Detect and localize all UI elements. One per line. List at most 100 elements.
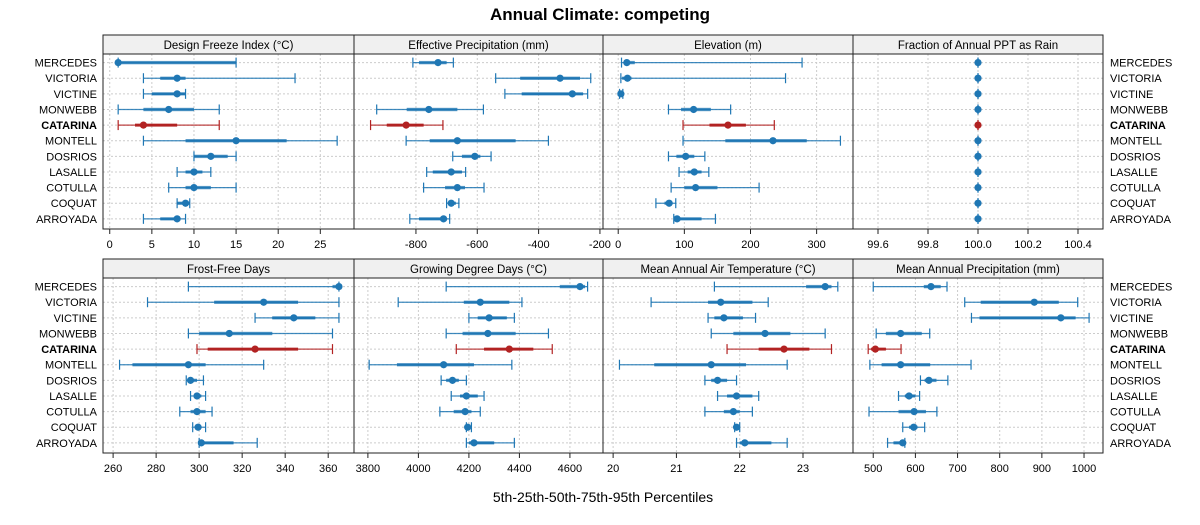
site-label-right: COTULLA: [1110, 183, 1161, 195]
median-point: [1030, 298, 1038, 306]
median-point: [225, 329, 233, 338]
axis-tick-label: 600: [906, 463, 924, 475]
interval-montell: [618, 359, 788, 370]
interval-lasalle: [189, 390, 207, 401]
axis-tick-label: 800: [991, 463, 1009, 475]
interval-cotulla: [168, 182, 237, 193]
axis-tick-label: 3800: [356, 463, 380, 475]
interval-victine: [970, 312, 1090, 323]
interval-montell: [869, 359, 972, 370]
site-label-right: MONWEBB: [1110, 104, 1168, 116]
panels: Design Freeze Index (°C) 0 5 10 15 20 25 Effect…: [102, 34, 1104, 475]
interval-montell: [118, 359, 265, 370]
site-label-left: COTULLA: [46, 183, 97, 195]
panel-0: Design Freeze Index (°C) 0 5 10 15 20 25: [102, 34, 355, 251]
axis-tick-label: 260: [104, 463, 122, 475]
site-label-right: MONWEBB: [1110, 328, 1168, 340]
interval-monwebb: [875, 328, 931, 339]
interval-mercedes: [445, 281, 589, 292]
median-point: [453, 137, 461, 145]
median-point: [440, 361, 448, 369]
median-point: [470, 439, 478, 447]
interval-catarina: [867, 344, 902, 355]
panel-border: [852, 277, 1104, 454]
interval-victine: [617, 88, 625, 99]
axis-tick-label: 99.8: [917, 239, 938, 251]
site-label-right: ARROYADA: [1110, 214, 1172, 226]
interval-arroyada: [673, 213, 717, 224]
median-point: [905, 392, 913, 400]
site-label-left: ARROYADA: [36, 214, 98, 226]
axis-tick-label: 500: [864, 463, 882, 475]
interval-monwebb: [187, 328, 334, 339]
axis-tick-label: 100.0: [964, 239, 992, 251]
median-point: [927, 282, 935, 291]
site-label-left: DOSRIOS: [46, 375, 97, 387]
median-point: [260, 298, 268, 306]
median-point: [193, 392, 201, 400]
axis-tick-label: 0: [615, 239, 621, 251]
site-labels: MERCEDES MERCEDES VICTORIA VICTORIA VICTINE V…: [35, 58, 1173, 450]
axis-tick-label: 5: [149, 239, 155, 251]
panel-3: Fraction of Annual PPT as Rain 99.6 99.8 10…: [852, 34, 1104, 251]
interval-arroyada: [886, 437, 907, 448]
median-point: [402, 121, 410, 129]
site-label-right: DOSRIOS: [1110, 151, 1161, 163]
median-point: [974, 137, 982, 145]
median-point: [181, 199, 190, 207]
site-label-right: VICTORIA: [1110, 297, 1162, 309]
interval-cotulla: [423, 182, 485, 193]
median-point: [197, 439, 205, 447]
site-label-left: MERCEDES: [35, 58, 97, 70]
interval-victine: [504, 88, 589, 99]
axis-tick-label: 700: [948, 463, 966, 475]
median-point: [732, 423, 741, 431]
median-point: [556, 74, 564, 82]
median-point: [974, 215, 982, 223]
interval-lasalle: [426, 166, 467, 177]
axis-tick-label: 10: [188, 239, 200, 251]
chart-title: Annual Climate: competing: [490, 5, 710, 24]
interval-cotulla: [868, 406, 938, 417]
median-point: [974, 121, 982, 129]
site-label-right: CATARINA: [1110, 120, 1166, 132]
median-point: [623, 74, 632, 82]
median-point: [974, 152, 982, 160]
interval-victoria: [974, 73, 982, 84]
median-point: [139, 121, 148, 129]
site-label-right: CATARINA: [1110, 344, 1166, 356]
interval-montell: [142, 135, 338, 146]
axis-tick-label: -200: [589, 239, 611, 251]
site-label-left: MERCEDES: [35, 282, 97, 294]
interval-coquat: [176, 198, 191, 209]
interval-catarina: [726, 344, 833, 355]
site-label-right: MERCEDES: [1110, 58, 1172, 70]
interval-monwebb: [376, 104, 485, 115]
median-point: [190, 168, 198, 176]
panel-5: Growing Degree Days (°C) 3800 4000 4200 4400…: [353, 258, 604, 475]
axis-tick-label: 0: [107, 239, 113, 251]
interval-dosrios: [919, 375, 949, 386]
interval-lasalle: [678, 166, 710, 177]
site-label-left: COTULLA: [46, 407, 97, 419]
interval-dosrios: [974, 151, 982, 162]
site-label-left: VICTORIA: [45, 297, 97, 309]
interval-mercedes: [974, 57, 982, 68]
interval-dosrios: [193, 151, 237, 162]
interval-arroyada: [465, 437, 515, 448]
site-label-left: LASALLE: [49, 391, 97, 403]
site-label-right: COQUAT: [1110, 422, 1157, 434]
median-point: [720, 314, 728, 322]
interval-lasalle: [450, 390, 485, 401]
interval-mercedes: [713, 281, 839, 292]
median-point: [665, 199, 673, 207]
panel-title: Frost-Free Days: [187, 264, 270, 276]
axis-tick-label: 300: [190, 463, 208, 475]
median-point: [335, 282, 343, 291]
axis-tick-label: 99.6: [867, 239, 888, 251]
interval-coquat: [464, 422, 473, 433]
interval-arroyada: [142, 213, 187, 224]
site-label-left: MONWEBB: [39, 328, 97, 340]
x-axis-label: 5th-25th-50th-75th-95th Percentiles: [493, 489, 713, 505]
median-point: [690, 105, 698, 114]
